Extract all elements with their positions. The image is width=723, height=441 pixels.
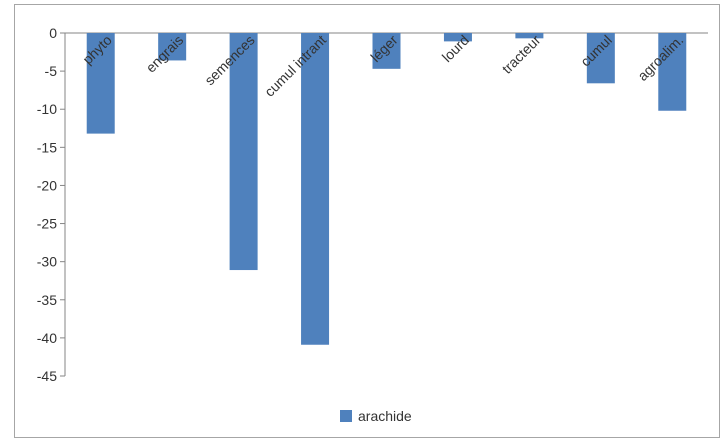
bar-cumul xyxy=(586,33,615,84)
legend-swatch xyxy=(340,410,352,422)
bar-agroalim xyxy=(658,33,687,111)
y-tick-label: -40 xyxy=(37,330,57,346)
x-tick-label: tracteur xyxy=(499,32,544,77)
y-tick-label: -35 xyxy=(37,292,57,308)
bar-semences xyxy=(229,33,258,271)
y-tick-label: -10 xyxy=(37,101,57,117)
y-tick-label: -15 xyxy=(37,139,57,155)
bars-group xyxy=(86,33,687,345)
y-tick-label: -5 xyxy=(45,63,58,79)
y-tick-label: -25 xyxy=(37,216,57,232)
legend: arachide xyxy=(340,408,412,424)
bar-lourd xyxy=(443,33,472,42)
bar-engrais xyxy=(158,33,187,61)
y-tick-label: 0 xyxy=(49,25,57,41)
y-tick-label: -45 xyxy=(37,368,57,384)
bar-l-ger xyxy=(372,33,401,69)
y-tick-label: -30 xyxy=(37,254,57,270)
bar-phyto xyxy=(86,33,115,134)
y-axis: 0 -5 -10 -15 -20 -25 -30 -35 -40 -45 xyxy=(37,25,708,384)
bar-cumul-intrant xyxy=(301,33,330,345)
bar-tracteur xyxy=(515,33,544,39)
legend-label: arachide xyxy=(358,408,412,424)
y-tick-label: -20 xyxy=(37,177,57,193)
